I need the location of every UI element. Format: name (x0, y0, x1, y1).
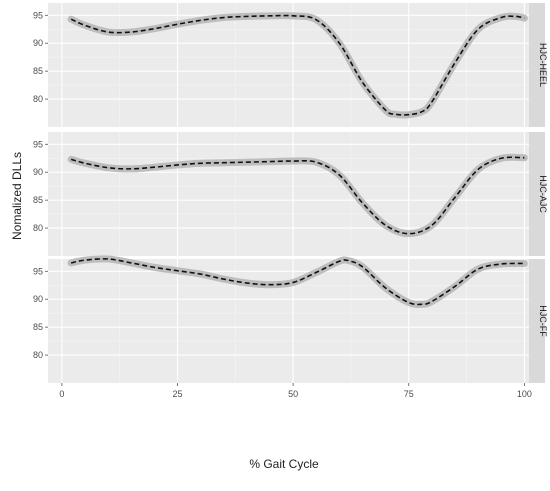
facet-strip-label: HJC-FF (538, 305, 548, 337)
y-tick-label: 95 (33, 266, 43, 276)
facet-strip (529, 3, 545, 127)
y-tick-label: 85 (33, 195, 43, 205)
series-line (70, 258, 525, 306)
y-axis-title: Nomalized DLLs (10, 152, 24, 240)
facet-strip-label: HJC-AJC (538, 175, 548, 213)
y-tick-label: 90 (33, 294, 43, 304)
facet-panel: 80 85 90 95 HJC-FF (33, 255, 548, 383)
x-tick-label: 100 (517, 389, 532, 399)
y-tick-label: 90 (33, 38, 43, 48)
facet-panel: 80 85 90 95 HJC-HEEL (33, 3, 548, 127)
panel-background (48, 132, 529, 256)
y-tick-label: 80 (33, 94, 43, 104)
x-tick-label: 0 (59, 389, 64, 399)
x-axis: 0 25 50 75 100 (59, 383, 532, 399)
series-line (70, 156, 525, 235)
x-axis-title: % Gait Cycle (249, 457, 319, 471)
y-tick-label: 80 (33, 350, 43, 360)
x-tick-label: 50 (288, 389, 298, 399)
y-tick-label: 80 (33, 223, 43, 233)
x-tick-label: 25 (172, 389, 182, 399)
facet-strip-label: HJC-HEEL (538, 43, 548, 87)
panel-background (48, 3, 529, 127)
y-tick-label: 85 (33, 322, 43, 332)
y-tick-label: 95 (33, 139, 43, 149)
facet-strip (529, 259, 545, 383)
panel-background (48, 259, 529, 383)
x-tick-label: 75 (404, 389, 414, 399)
y-tick-label: 95 (33, 10, 43, 20)
facet-strip (529, 132, 545, 256)
y-tick-label: 85 (33, 66, 43, 76)
y-tick-label: 90 (33, 167, 43, 177)
facet-panel: 80 85 90 95 HJC-AJC (33, 132, 548, 256)
panels: 80 85 90 95 HJC-HEEL 80 85 90 95 HJC-AJC 80 85 90 95 H… (33, 3, 548, 383)
series-line (70, 14, 525, 116)
